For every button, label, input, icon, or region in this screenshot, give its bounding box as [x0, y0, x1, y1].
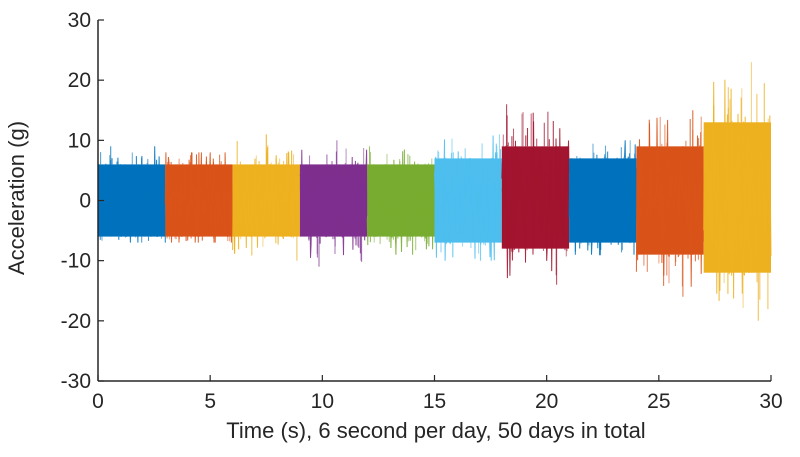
signal-series-layer — [97, 62, 772, 321]
y-tick-label: -10 — [61, 250, 91, 273]
y-tick-label: 0 — [79, 190, 91, 213]
y-tick-label: 20 — [68, 69, 91, 92]
signal-segment-2 — [164, 152, 234, 243]
signal-segment-5 — [366, 146, 435, 255]
x-tick-label: 5 — [204, 390, 216, 413]
x-tick-label: 0 — [92, 390, 104, 413]
y-axis-title: Acceleration (g) — [4, 121, 29, 275]
signal-trace — [568, 140, 637, 256]
signal-segment-9 — [635, 110, 705, 297]
x-tick-label: 25 — [647, 390, 670, 413]
x-tick-label: 30 — [759, 390, 782, 413]
signal-segment-10 — [703, 62, 772, 321]
x-tick-label: 20 — [535, 390, 558, 413]
y-tick-label: -20 — [61, 310, 91, 333]
ticks-layer: 0 5 10 15 20 25 30 30 20 10 0 -10 -20 -30 — [61, 9, 783, 413]
signal-segment-1 — [97, 146, 166, 243]
signal-segment-8 — [568, 140, 637, 256]
signal-segment-7 — [501, 104, 570, 285]
x-tick-label: 10 — [311, 390, 334, 413]
y-tick-label: 10 — [68, 129, 91, 152]
signal-segment-3 — [232, 134, 301, 261]
signal-segment-6 — [434, 134, 503, 261]
signal-trace — [366, 151, 435, 255]
y-tick-label: 30 — [68, 9, 91, 32]
signal-segment-4 — [299, 140, 368, 267]
signal-trace — [501, 121, 570, 279]
signal-trace — [164, 152, 234, 243]
signal-trace — [97, 146, 166, 243]
y-tick-label: -30 — [61, 370, 91, 393]
signal-trace — [299, 149, 368, 258]
x-axis-title: Time (s), 6 second per day, 50 days in t… — [226, 418, 645, 443]
signal-trace — [434, 135, 503, 261]
x-tick-label: 15 — [423, 390, 446, 413]
signal-trace — [703, 79, 772, 299]
